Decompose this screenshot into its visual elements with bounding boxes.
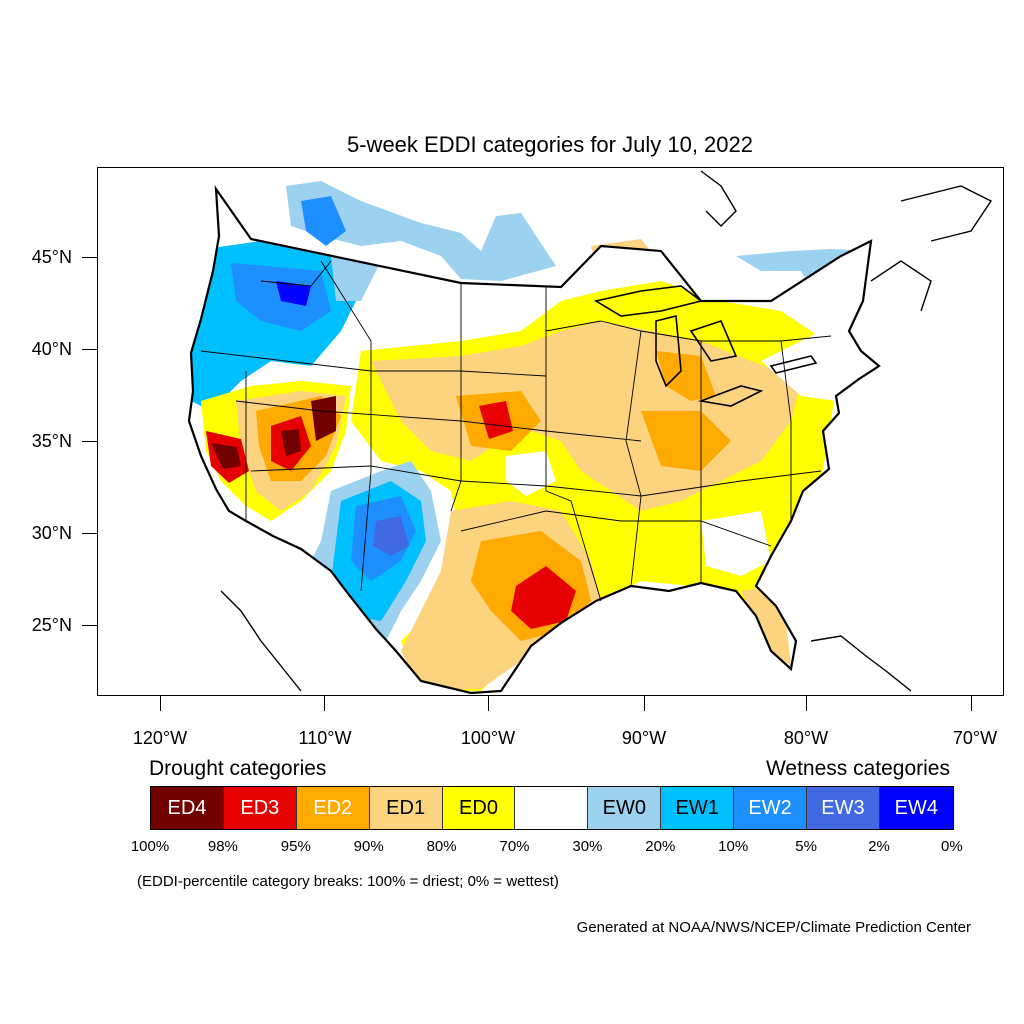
lon-tick — [971, 696, 972, 711]
nevada-ed4 — [281, 429, 301, 456]
legend-percentile-label: 5% — [795, 838, 817, 855]
legend-swatch-ew1: EW1 — [661, 787, 735, 829]
legend-swatch-neutral — [515, 787, 589, 829]
canada-wet-core — [301, 196, 346, 246]
drought-categories-heading: Drought categories — [149, 757, 327, 780]
legend-percentile-label: 95% — [280, 838, 311, 855]
lat-tick — [82, 257, 97, 258]
category-breaks-note: (EDDI-percentile category breaks: 100% =… — [137, 873, 559, 890]
ohio-valley-ed2 — [641, 411, 731, 471]
lon-tick — [644, 696, 645, 711]
lon-label-80w: 80°W — [783, 728, 829, 748]
california-ed4 — [211, 443, 241, 469]
lat-tick — [82, 625, 97, 626]
legend-percentile-label: 70% — [499, 838, 530, 855]
kansas-ed3 — [479, 401, 513, 439]
legend-swatch-ew0: EW0 — [588, 787, 662, 829]
lon-label-120w: 120°W — [132, 728, 188, 748]
lon-label-110w: 110°W — [298, 728, 352, 748]
lon-label-90w: 90°W — [621, 728, 667, 748]
lat-label-35: 35°N — [31, 431, 72, 451]
map-frame — [97, 167, 1004, 696]
legend-percentile-label: 0% — [941, 838, 963, 855]
lon-label-70w: 70°W — [952, 728, 998, 748]
legend-swatch-ed2: ED2 — [296, 787, 370, 829]
southwest-ew3 — [373, 516, 409, 556]
eddi-map — [187, 170, 993, 695]
coastlines-extra — [220, 170, 993, 692]
idaho-wet — [331, 256, 381, 301]
lon-tick — [806, 696, 807, 711]
legend-swatch-ed0: ED0 — [442, 787, 516, 829]
eddi-shading — [189, 181, 879, 693]
legend-swatch-ed3: ED3 — [223, 787, 297, 829]
canada-wet-west — [286, 181, 556, 281]
lat-tick — [82, 349, 97, 350]
lon-tick — [324, 696, 325, 711]
legend-swatch-ed4: ED4 — [151, 787, 224, 829]
lon-tick — [160, 696, 161, 711]
pacific-nw-wet-max — [276, 281, 311, 306]
lat-label-40: 40°N — [31, 339, 72, 359]
lat-label-30: 30°N — [31, 523, 72, 543]
us-outline — [187, 185, 881, 695]
wetness-categories-heading: Wetness categories — [765, 757, 950, 780]
legend-percentile-label: 10% — [718, 838, 749, 855]
legend-percentile-label: 30% — [572, 838, 603, 855]
lat-tick — [82, 533, 97, 534]
great-lakes — [593, 285, 818, 407]
legend-swatch-ew4: EW4 — [879, 787, 953, 829]
lat-label-25: 25°N — [31, 615, 72, 635]
southeast-white — [701, 511, 771, 576]
legend-percentile-label: 80% — [426, 838, 457, 855]
credit-line: Generated at NOAA/NWS/NCEP/Climate Predi… — [576, 919, 971, 936]
legend-swatch-ew3: EW3 — [807, 787, 880, 829]
map-title: 5-week EDDI categories for July 10, 2022 — [347, 132, 753, 157]
legend-percentile-label: 20% — [645, 838, 676, 855]
texas-ed3 — [511, 566, 576, 629]
legend-swatch-ew2: EW2 — [734, 787, 808, 829]
legend-percentile-label: 90% — [353, 838, 384, 855]
legend-swatch-ed1: ED1 — [369, 787, 443, 829]
legend-percentile-label: 2% — [868, 838, 890, 855]
lon-label-100w: 100°W — [460, 728, 516, 748]
lat-label-45: 45°N — [31, 247, 72, 267]
state-lines — [200, 260, 832, 602]
legend-colorbar: ED4 ED3 ED2 ED1 ED0 EW0 EW1 EW2 EW3 EW4 — [150, 786, 954, 830]
florida-ed1 — [741, 586, 791, 666]
boundaries — [187, 170, 993, 695]
legend-percentile-label: 98% — [207, 838, 238, 855]
utah-ed4 — [311, 396, 336, 441]
lat-tick — [82, 441, 97, 442]
lon-tick — [488, 696, 489, 711]
legend-percentile-label: 100% — [130, 838, 170, 855]
